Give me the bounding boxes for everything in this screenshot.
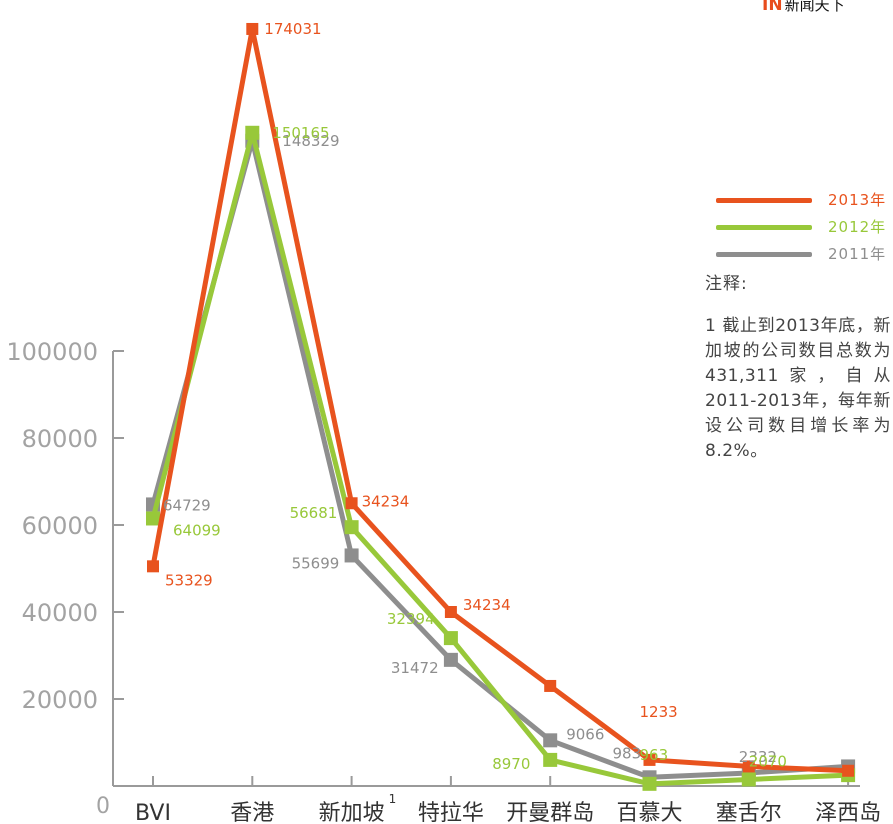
data-label: 1233	[640, 703, 678, 721]
data-point	[842, 764, 855, 777]
brand-mark: IN	[762, 0, 783, 15]
x-tick-label: 百慕大	[616, 801, 682, 824]
x-tick-label: 香港	[230, 801, 274, 824]
data-point	[345, 497, 358, 510]
y-tick-label: 0	[96, 794, 110, 819]
legend-item-2012: 2012年	[716, 215, 893, 242]
y-tick-label: 20000	[22, 686, 98, 714]
data-label: 174031	[264, 20, 321, 38]
notes-title: 注释:	[705, 274, 748, 294]
data-label: 8970	[492, 755, 530, 773]
legend-label-2012: 2012年	[828, 218, 887, 236]
data-label: 148329	[282, 132, 339, 150]
data-label: 31472	[391, 659, 439, 677]
data-label: 32394	[387, 610, 435, 628]
x-tick-label: BVI	[135, 801, 171, 824]
data-label: 150165	[272, 124, 329, 142]
legend-swatch-2012	[716, 225, 812, 230]
data-label: 64099	[173, 521, 221, 539]
x-tick-label: 开曼群岛	[506, 801, 594, 824]
data-label: 34234	[362, 492, 410, 510]
data-point	[344, 548, 359, 563]
data-point	[443, 652, 458, 667]
y-tick-label: 100000	[6, 338, 98, 366]
brand-logo: IN 新闻天下	[762, 0, 845, 15]
data-label: 2332	[739, 748, 777, 766]
x-tick-superscript: 1	[389, 792, 397, 806]
data-label: 983	[613, 744, 642, 762]
chart-notes: 注释: 1 截止到2013年底，新加坡的公司数目总数为431,311家，自从20…	[705, 272, 891, 464]
chart-legend: 2013年 2012年 2011年	[716, 188, 893, 269]
legend-item-2011: 2011年	[716, 242, 893, 269]
x-tick-label: 特拉华	[418, 801, 484, 824]
y-tick-label: 60000	[22, 512, 98, 540]
legend-item-2013: 2013年	[716, 188, 893, 215]
data-point	[543, 733, 558, 748]
data-point	[444, 606, 457, 618]
x-tick-label: 塞舌尔	[716, 801, 782, 824]
x-tick-label: 泽西岛	[815, 801, 881, 824]
data-label: 55699	[292, 554, 340, 572]
data-label: 2070	[749, 752, 787, 770]
data-point	[543, 752, 558, 767]
series-line-1	[150, 130, 851, 787]
legend-label-2011: 2011年	[828, 245, 887, 263]
chart-data-labels: 6472914832955699314729066983233225206409…	[163, 20, 787, 773]
data-point	[742, 760, 755, 773]
x-tick-label: 新加坡	[319, 801, 385, 824]
data-label: 963	[640, 746, 669, 764]
chart-axes: 0 20000 40000 60000 80000 100000 BVI 香港 新加坡 1 特拉华开…	[6, 338, 881, 824]
data-point	[642, 776, 657, 791]
data-label: 34234	[463, 596, 511, 614]
data-point	[147, 560, 159, 573]
brand-text: 新闻天下	[784, 0, 845, 14]
data-label: 56681	[290, 504, 338, 522]
data-point	[443, 631, 458, 646]
data-label: 53329	[165, 571, 213, 589]
notes-body: 1 截止到2013年底，新加坡的公司数目总数为431,311家，自从2011-2…	[705, 316, 891, 461]
series-line-2	[150, 26, 851, 774]
data-point	[245, 125, 260, 140]
legend-label-2013: 2013年	[828, 191, 887, 209]
y-tick-label: 80000	[22, 425, 98, 453]
legend-swatch-2011	[716, 252, 812, 257]
data-point	[344, 520, 359, 535]
chart-series	[146, 22, 856, 791]
data-point	[741, 772, 756, 787]
data-point	[146, 511, 160, 526]
data-point	[544, 679, 557, 692]
data-point	[246, 22, 259, 35]
legend-swatch-2013	[716, 198, 812, 203]
data-label: 9066	[566, 725, 604, 743]
data-point	[643, 753, 656, 766]
y-tick-label: 40000	[22, 599, 98, 627]
data-label: 64729	[163, 496, 211, 514]
